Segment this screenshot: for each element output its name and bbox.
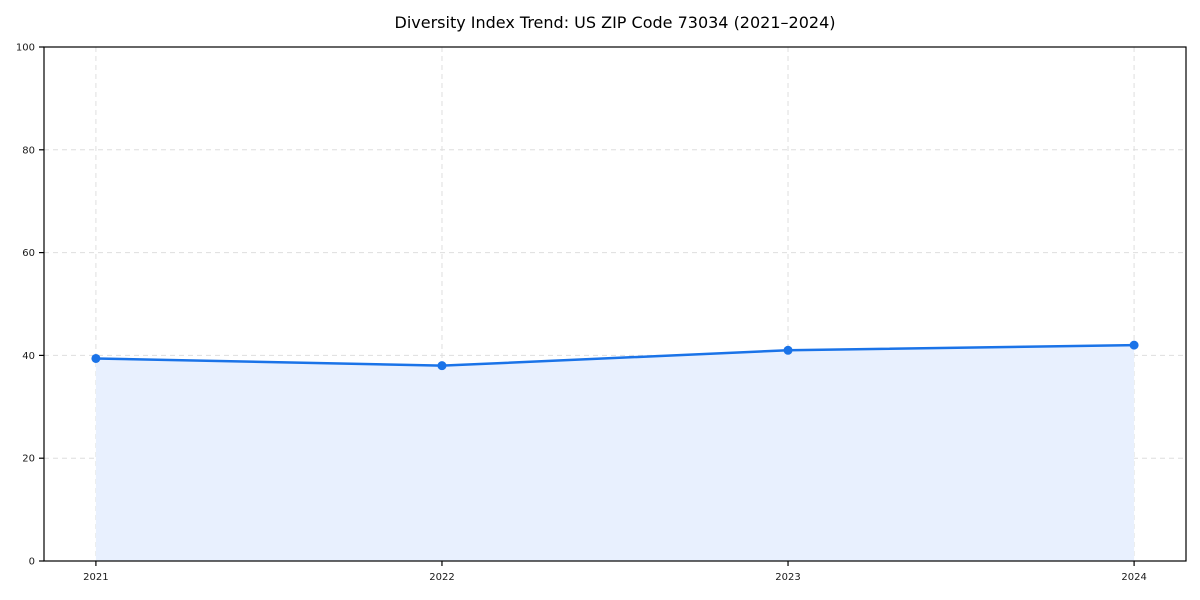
x-tick-label: 2021 — [83, 572, 108, 583]
x-tick-label: 2022 — [429, 572, 454, 583]
y-tick-label: 80 — [22, 145, 35, 156]
chart-title: Diversity Index Trend: US ZIP Code 73034… — [394, 13, 836, 32]
x-tick-label: 2024 — [1121, 572, 1146, 583]
y-tick-label: 60 — [22, 248, 35, 259]
area-fill — [95, 345, 1135, 561]
trend-line — [94, 343, 1136, 367]
data-point-2021 — [91, 353, 101, 363]
y-tick-label: 20 — [22, 454, 35, 465]
plot-border — [43, 46, 1187, 562]
y-tick-label: 40 — [22, 351, 35, 362]
x-tick-label: 2023 — [775, 572, 800, 583]
y-tick-label: 0 — [29, 557, 35, 568]
data-point-2024 — [1129, 340, 1139, 350]
y-tick-label: 100 — [16, 43, 35, 54]
data-point-2023 — [783, 345, 793, 355]
data-point-2022 — [437, 361, 447, 371]
